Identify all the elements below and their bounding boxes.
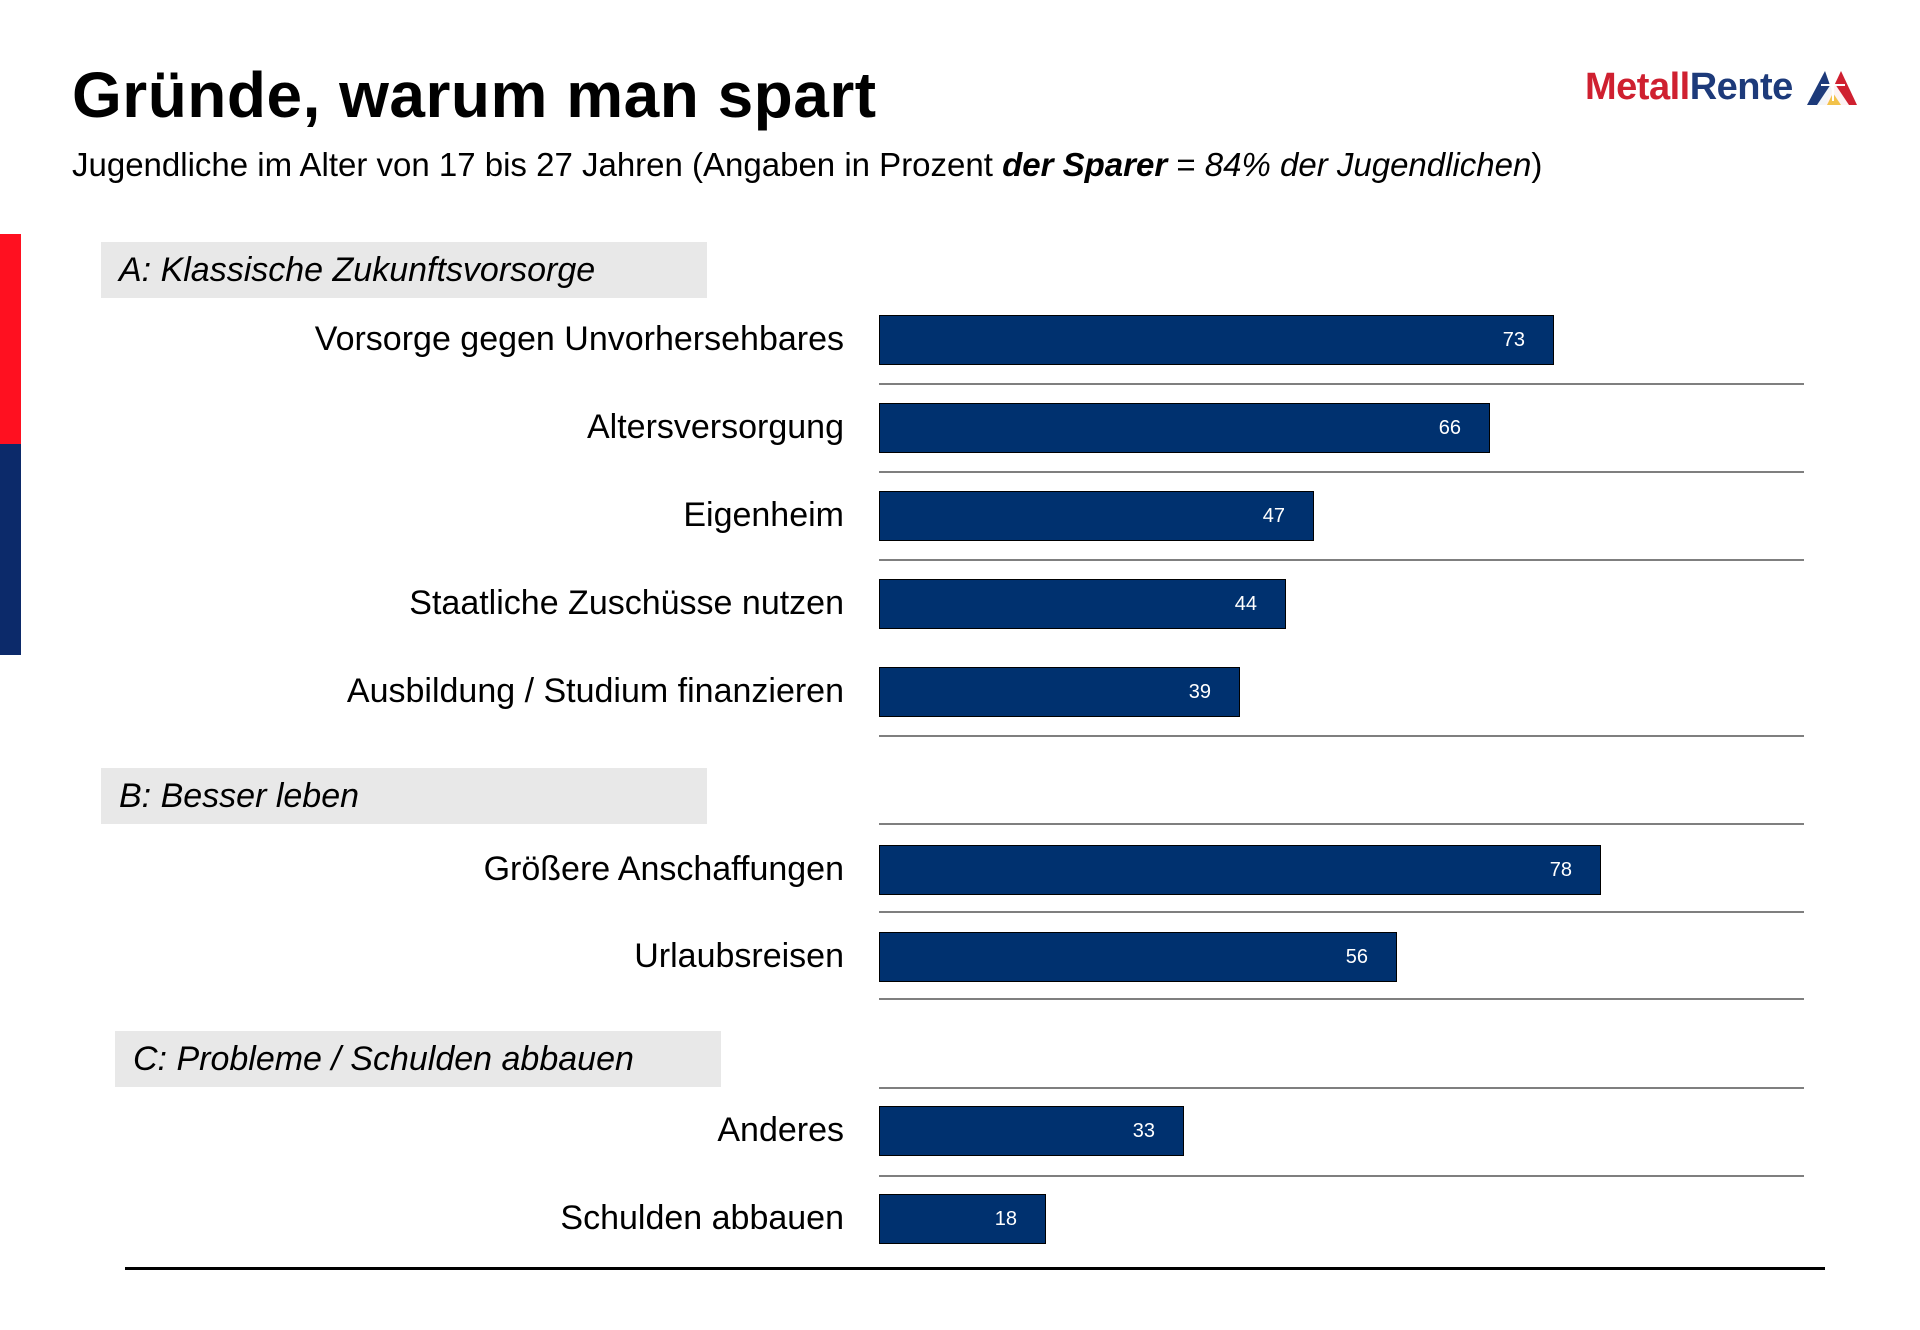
category-label: Altersversorgung <box>586 408 844 446</box>
category-label: Eigenheim <box>683 496 844 534</box>
bar: 47 <box>879 491 1314 541</box>
section-header: B: Besser leben <box>101 768 707 824</box>
row-separator <box>879 471 1804 473</box>
subtitle-emphasis: der Sparer <box>1002 146 1168 183</box>
row-separator <box>879 911 1804 913</box>
category-label: Anderes <box>717 1111 844 1149</box>
subtitle-close: ) <box>1531 146 1543 183</box>
bar: 78 <box>879 845 1601 895</box>
bar-value-label: 18 <box>994 1208 1017 1230</box>
bar-value-label: 44 <box>1234 593 1257 615</box>
bar: 39 <box>879 667 1240 717</box>
page-subtitle: Jugendliche im Alter von 17 bis 27 Jahre… <box>72 146 1542 184</box>
side-accent-blue <box>0 444 21 655</box>
category-label: Ausbildung / Studium finanzieren <box>346 672 844 710</box>
bar: 44 <box>879 579 1286 629</box>
metallrente-logo: MetallRente <box>1585 62 1861 112</box>
chart-baseline <box>125 1267 1825 1270</box>
subtitle-share: 84% der Jugendlichen <box>1204 146 1532 183</box>
bar: 73 <box>879 315 1554 365</box>
logo-text: MetallRente <box>1585 66 1793 109</box>
category-label: Vorsorge gegen Unvorhersehbares <box>314 320 844 358</box>
subtitle-text: Jugendliche im Alter von 17 bis 27 Jahre… <box>72 146 1003 183</box>
logo-text-rente: Rente <box>1689 65 1794 108</box>
row-separator <box>879 735 1804 737</box>
category-label: Staatliche Zuschüsse nutzen <box>409 584 844 622</box>
bar-value-label: 78 <box>1549 859 1572 881</box>
subtitle-equals: = <box>1167 146 1205 183</box>
bar: 33 <box>879 1106 1184 1156</box>
triangle-logo-icon <box>1806 69 1857 105</box>
row-separator <box>879 998 1804 1000</box>
bar: 18 <box>879 1194 1046 1244</box>
section-header: A: Klassische Zukunftsvorsorge <box>101 242 707 298</box>
bar-value-label: 47 <box>1262 505 1285 527</box>
bar: 56 <box>879 932 1397 982</box>
row-separator <box>879 823 1804 825</box>
section-header: C: Probleme / Schulden abbauen <box>115 1031 721 1087</box>
bar-value-label: 66 <box>1438 417 1461 439</box>
row-separator <box>879 559 1804 561</box>
bar-value-label: 39 <box>1188 681 1211 703</box>
logo-text-metall: Metall <box>1585 65 1690 108</box>
bar-value-label: 73 <box>1502 329 1525 351</box>
category-label: Größere Anschaffungen <box>483 850 844 888</box>
category-label: Schulden abbauen <box>560 1199 844 1237</box>
page-title: Gründe, warum man spart <box>72 59 877 131</box>
category-label: Urlaubsreisen <box>634 937 844 975</box>
bar-value-label: 56 <box>1345 946 1368 968</box>
bar: 66 <box>879 403 1490 453</box>
side-accent-red <box>0 234 21 444</box>
bar-value-label: 33 <box>1132 1120 1155 1142</box>
row-separator <box>879 1175 1804 1177</box>
row-separator <box>879 1087 1804 1089</box>
row-separator <box>879 383 1804 385</box>
